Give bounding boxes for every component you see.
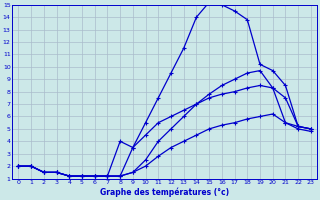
X-axis label: Graphe des températures (°c): Graphe des températures (°c) [100, 188, 229, 197]
